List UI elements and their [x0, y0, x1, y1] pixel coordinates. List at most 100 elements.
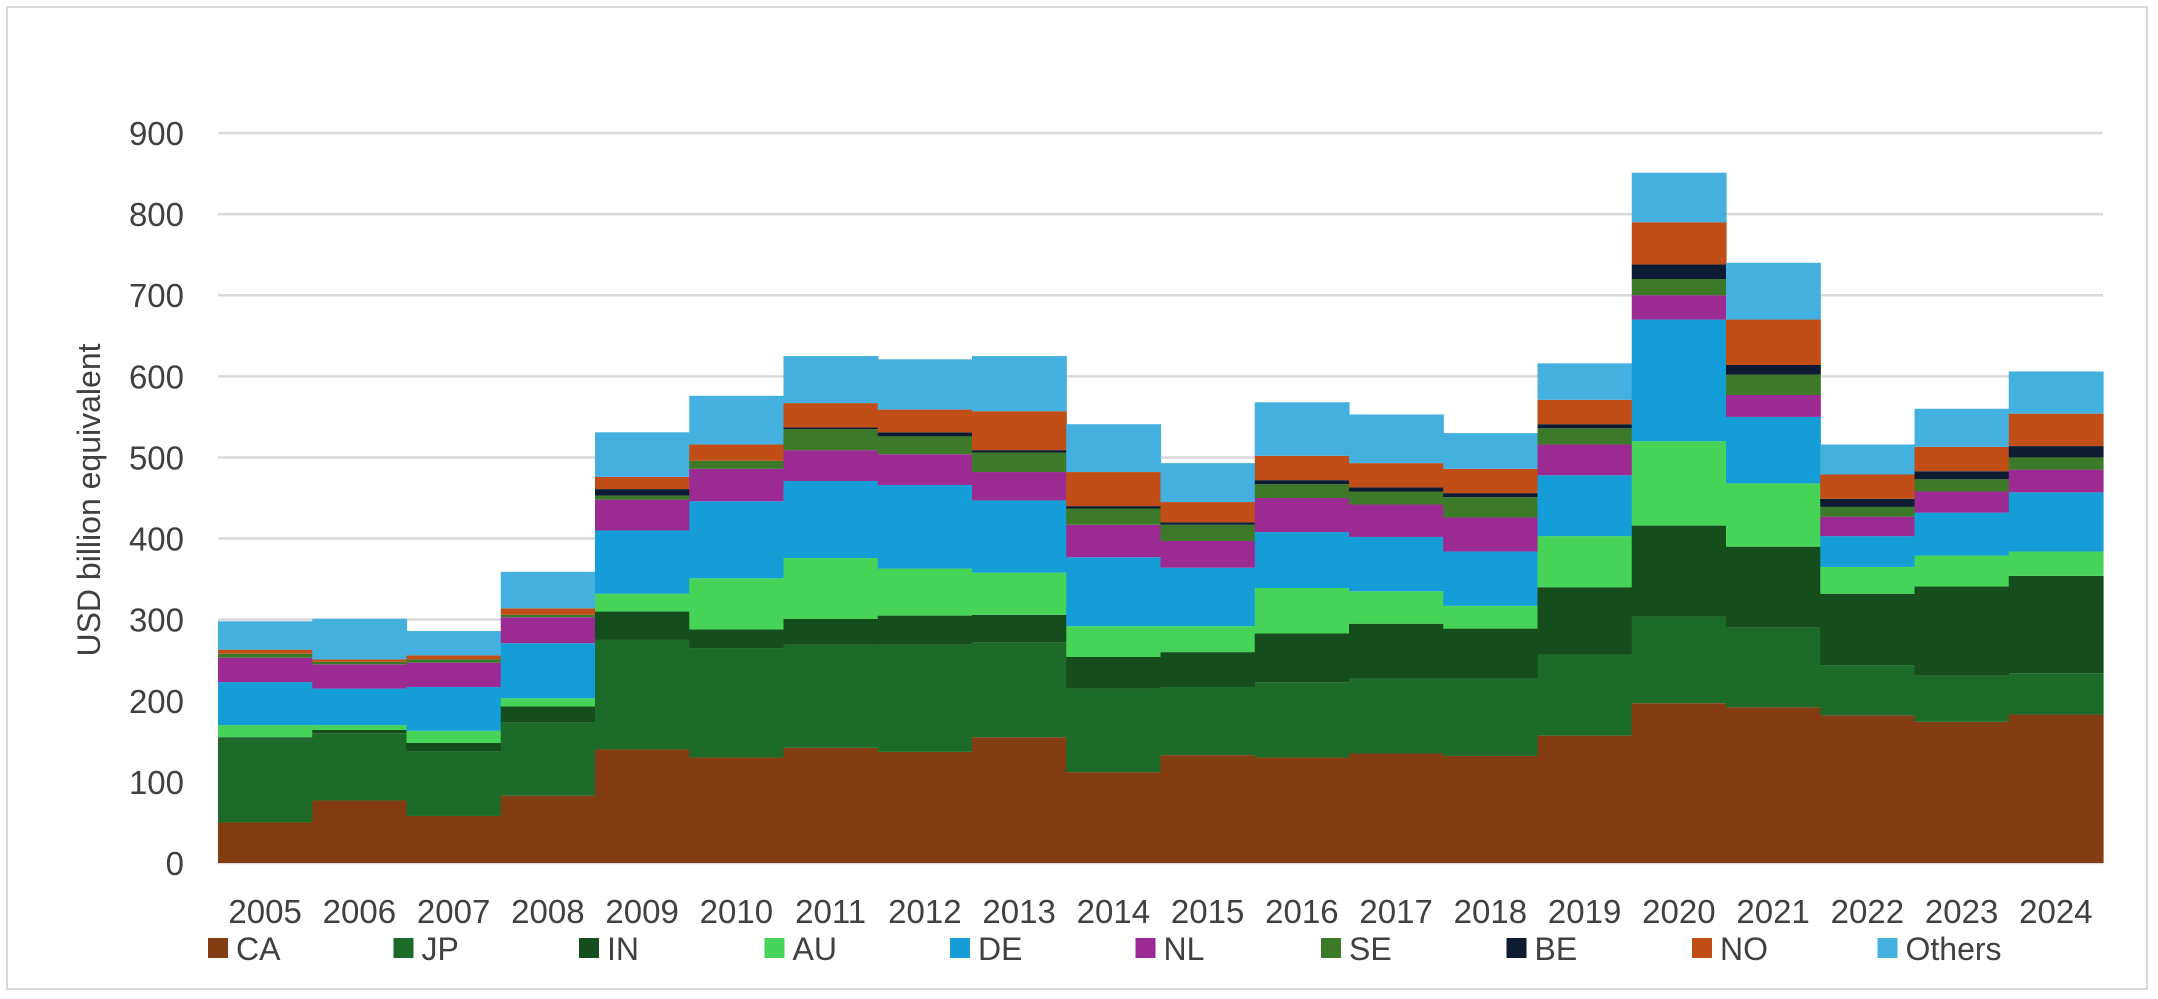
- bar-segment-no-2009: [595, 476, 690, 490]
- bar-segment-jp-2008: [500, 722, 596, 796]
- x-tick-label: 2017: [1359, 893, 1432, 930]
- bar-segment-jp-2006: [312, 733, 408, 801]
- y-tick-label: 300: [129, 602, 184, 639]
- bar-segment-jp-2018: [1443, 678, 1539, 756]
- bar-segment-be-2021: [1726, 364, 1821, 375]
- bar-segment-no-2014: [1066, 472, 1162, 507]
- bar-segment-in-2021: [1726, 546, 1821, 628]
- bar-segment-nl-2011: [783, 450, 879, 481]
- bar-segment-de-2013: [972, 500, 1067, 573]
- bar-segment-au-2006: [312, 725, 408, 730]
- bar-segment-se-2008: [500, 614, 596, 618]
- x-tick-label: 2024: [2019, 893, 2092, 930]
- bar-segment-se-2021: [1726, 374, 1821, 395]
- bar-segment-others-2014: [1066, 424, 1162, 473]
- y-axis-title: USD billion equivalent: [71, 343, 107, 656]
- bar-segment-be-2020: [1631, 264, 1727, 279]
- bar-segment-au-2020: [1631, 441, 1727, 526]
- legend-swatch-nl: [1135, 938, 1156, 958]
- bar-segment-be-2011: [783, 427, 879, 430]
- bar-segment-in-2009: [595, 611, 690, 640]
- bar-segment-in-2022: [1820, 593, 1916, 666]
- x-tick-label: 2011: [795, 893, 866, 930]
- bar-segment-se-2009: [595, 495, 690, 500]
- bar-segment-others-2020: [1631, 172, 1727, 223]
- bar-segment-nl-2010: [689, 468, 785, 502]
- bar-segment-nl-2020: [1631, 295, 1727, 320]
- legend-label-in: IN: [607, 931, 639, 967]
- bar-segment-jp-2009: [595, 639, 690, 750]
- bar-segment-jp-2024: [2008, 673, 2104, 715]
- bar-segment-in-2020: [1631, 525, 1727, 617]
- bar-segment-se-2006: [312, 661, 408, 665]
- bar-segment-de-2008: [500, 643, 596, 699]
- bar-segment-se-2007: [406, 659, 502, 663]
- bar-segment-au-2007: [406, 730, 502, 743]
- bar-segment-in-2005: [218, 737, 313, 739]
- bar-segment-ca-2007: [406, 815, 502, 863]
- bar-segment-de-2017: [1349, 536, 1444, 592]
- legend-label-nl: NL: [1164, 931, 1205, 967]
- bar-segment-others-2017: [1349, 414, 1444, 464]
- bar-segment-nl-2007: [406, 662, 502, 687]
- x-tick-label: 2016: [1265, 893, 1338, 930]
- x-tick-label: 2021: [1736, 893, 1809, 930]
- bar-segment-ca-2021: [1726, 707, 1821, 863]
- bar-segment-in-2014: [1066, 656, 1162, 689]
- bar-segment-be-2016: [1254, 480, 1350, 485]
- x-axis-tick-labels: 2005 2006 2007 2008 2009 2010 2011 2012 2013 2014…: [228, 893, 2092, 930]
- bar-segment-nl-2022: [1820, 516, 1916, 537]
- legend-swatch-ca: [208, 938, 228, 958]
- bar-segment-ca-2010: [689, 757, 785, 863]
- bar-segment-be-2015: [1160, 522, 1256, 525]
- bar-segment-de-2006: [312, 688, 408, 726]
- bar-segment-nl-2017: [1349, 504, 1444, 537]
- x-tick-label: 2014: [1077, 893, 1150, 930]
- bar-segment-no-2020: [1631, 222, 1727, 265]
- bar-segment-others-2007: [406, 631, 502, 656]
- bar-segment-others-2022: [1820, 444, 1916, 475]
- bar-segment-se-2022: [1820, 506, 1916, 517]
- bar-segment-others-2024: [2008, 371, 2104, 414]
- bar-segment-se-2010: [689, 460, 785, 469]
- bar-segment-ca-2018: [1443, 755, 1539, 863]
- bar-segment-nl-2023: [1914, 491, 2010, 513]
- bar-segment-no-2010: [689, 444, 785, 461]
- legend-label-jp: JP: [422, 931, 459, 967]
- x-tick-label: 2023: [1925, 893, 1998, 930]
- bar-segment-in-2011: [783, 618, 879, 645]
- bar-segment-jp-2007: [406, 751, 502, 816]
- y-tick-label: 400: [129, 521, 184, 558]
- bar-segment-au-2012: [877, 568, 973, 616]
- y-tick-label: 600: [129, 358, 184, 395]
- bar-segment-be-2022: [1820, 498, 1916, 507]
- bar-segment-de-2018: [1443, 551, 1539, 606]
- bar-segment-nl-2013: [972, 472, 1067, 501]
- bar-segment-de-2010: [689, 501, 785, 579]
- bar-segment-be-2013: [972, 450, 1067, 453]
- legend-label-be: BE: [1535, 931, 1578, 967]
- bar-segment-jp-2023: [1914, 675, 2010, 722]
- bar-segment-se-2015: [1160, 524, 1256, 541]
- bar-segment-be-2012: [877, 432, 973, 437]
- bar-segment-au-2009: [595, 593, 690, 612]
- bar-segment-others-2010: [689, 395, 785, 445]
- bar-segment-in-2024: [2008, 575, 2104, 674]
- bar-segment-no-2021: [1726, 319, 1821, 365]
- bar-segment-de-2019: [1537, 475, 1633, 537]
- bar-segment-se-2005: [218, 653, 313, 658]
- x-tick-label: 2010: [700, 893, 773, 930]
- x-tick-label: 2013: [982, 893, 1055, 930]
- bar-segment-no-2017: [1349, 463, 1444, 488]
- bar-segment-others-2023: [1914, 408, 2010, 447]
- bar-segment-no-2022: [1820, 474, 1916, 499]
- bar-segment-others-2013: [972, 356, 1067, 412]
- y-tick-label: 900: [129, 115, 184, 152]
- bar-segment-au-2010: [689, 578, 785, 630]
- legend-swatch-no: [1692, 938, 1712, 958]
- bar-segment-ca-2016: [1254, 757, 1350, 863]
- x-tick-label: 2005: [228, 893, 301, 930]
- bar-segment-others-2015: [1160, 463, 1256, 503]
- bar-segment-nl-2006: [312, 664, 408, 689]
